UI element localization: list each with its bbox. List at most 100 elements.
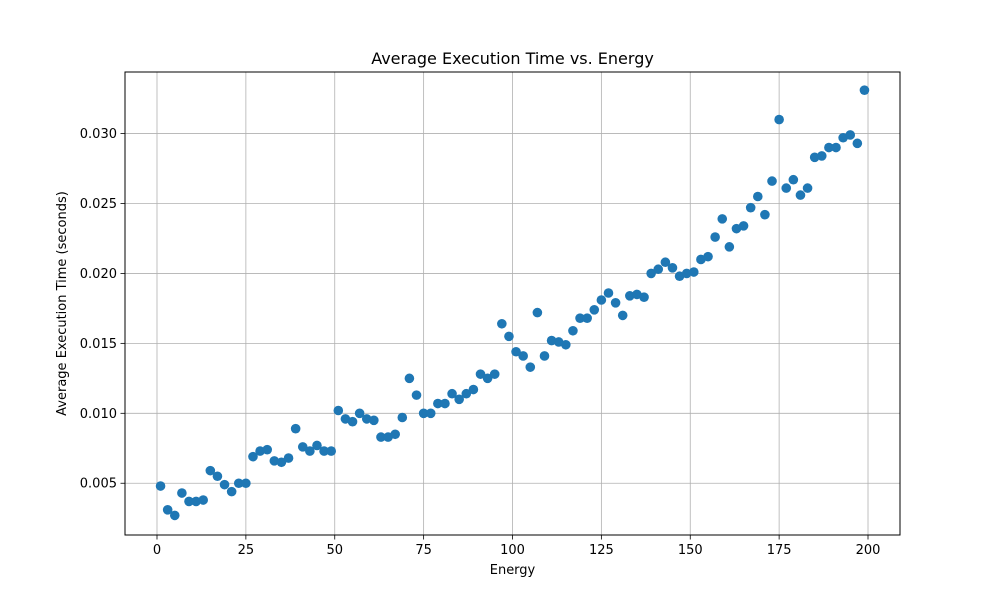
- data-point: [760, 209, 770, 220]
- data-point: [667, 263, 678, 273]
- data-point: [610, 298, 621, 308]
- x-tick-label: 0: [153, 543, 161, 558]
- x-tick-label: 25: [238, 543, 255, 558]
- data-point: [297, 442, 308, 452]
- data-point: [447, 388, 457, 399]
- data-point: [717, 214, 728, 224]
- x-tick-label: 100: [500, 543, 525, 558]
- data-point: [689, 267, 699, 277]
- data-point: [162, 505, 173, 515]
- data-point: [511, 346, 521, 357]
- x-tick-label: 50: [326, 543, 343, 558]
- data-point: [354, 408, 365, 419]
- data-point: [774, 114, 784, 125]
- data-point: [191, 496, 201, 507]
- x-tick-label: 175: [767, 543, 792, 558]
- data-point: [809, 152, 820, 163]
- data-point: [233, 478, 244, 489]
- data-point: [198, 495, 209, 505]
- x-tick-label: 125: [589, 543, 614, 558]
- data-point: [248, 451, 258, 462]
- x-axis-ticks: 0 25 50 75 100 125 150 175 200: [153, 535, 881, 558]
- data-point: [603, 288, 614, 298]
- data-point: [418, 408, 429, 419]
- data-point: [397, 412, 408, 423]
- data-point: [255, 446, 265, 456]
- data-point: [312, 440, 322, 451]
- data-point: [710, 232, 720, 242]
- data-point: [582, 313, 592, 323]
- data-point: [433, 398, 443, 409]
- data-point: [411, 390, 422, 400]
- data-point: [575, 313, 585, 323]
- data-point: [859, 85, 870, 95]
- y-tick-label: 0.005: [80, 477, 117, 492]
- data-point: [376, 432, 386, 442]
- grid-lines: [125, 72, 900, 535]
- data-point: [660, 257, 671, 268]
- data-point: [795, 190, 806, 200]
- data-point: [468, 384, 479, 395]
- data-point: [475, 369, 486, 379]
- y-tick-label: 0.025: [80, 197, 117, 212]
- y-tick-label: 0.015: [80, 337, 117, 352]
- y-tick-label: 0.020: [80, 267, 117, 282]
- data-point: [454, 394, 464, 405]
- chart-title: Average Execution Time vs. Energy: [371, 49, 654, 68]
- data-point: [738, 221, 749, 231]
- data-point: [269, 456, 280, 466]
- data-point: [831, 142, 841, 153]
- data-point: [561, 339, 571, 350]
- data-point: [546, 335, 557, 346]
- data-point: [781, 183, 792, 193]
- data-point: [767, 176, 777, 186]
- data-point: [241, 478, 251, 489]
- data-point: [625, 291, 635, 301]
- data-point: [205, 465, 216, 476]
- data-point: [802, 183, 813, 193]
- y-tick-label: 0.030: [80, 127, 117, 142]
- y-axis-ticks: 0.005 0.010 0.015 0.020 0.025 0.030: [80, 127, 125, 492]
- data-point: [489, 369, 500, 379]
- data-point: [653, 264, 664, 275]
- x-tick-label: 200: [856, 543, 881, 558]
- data-point: [504, 331, 514, 342]
- data-point: [276, 457, 287, 468]
- data-point: [425, 408, 436, 419]
- data-point: [788, 174, 799, 185]
- data-point: [262, 444, 273, 455]
- data-point: [752, 191, 763, 202]
- data-point: [532, 307, 543, 318]
- data-point: [319, 446, 329, 456]
- data-point: [824, 142, 834, 153]
- data-point: [184, 496, 194, 507]
- data-point: [290, 423, 301, 434]
- data-point: [589, 304, 600, 315]
- x-tick-label: 75: [415, 543, 432, 558]
- data-point: [390, 429, 400, 440]
- data-point: [646, 268, 656, 279]
- x-axis-label: Energy: [490, 563, 536, 578]
- y-tick-label: 0.010: [80, 407, 117, 422]
- data-point: [461, 388, 472, 399]
- data-point: [617, 310, 628, 321]
- data-point: [305, 446, 315, 456]
- x-tick-label: 150: [678, 543, 703, 558]
- data-point: [219, 479, 230, 490]
- data-point: [852, 138, 863, 149]
- data-point: [816, 151, 827, 161]
- data-point: [497, 318, 507, 329]
- data-point: [347, 416, 358, 427]
- data-point: [369, 415, 379, 426]
- data-point: [482, 373, 493, 384]
- y-axis-label: Average Execution Time (seconds): [55, 191, 70, 416]
- data-point: [681, 268, 692, 279]
- data-points: [155, 85, 870, 521]
- data-point: [283, 453, 294, 463]
- data-point: [539, 351, 550, 361]
- data-point: [525, 362, 536, 372]
- data-point: [745, 202, 756, 213]
- data-point: [333, 405, 344, 416]
- data-point: [169, 510, 180, 521]
